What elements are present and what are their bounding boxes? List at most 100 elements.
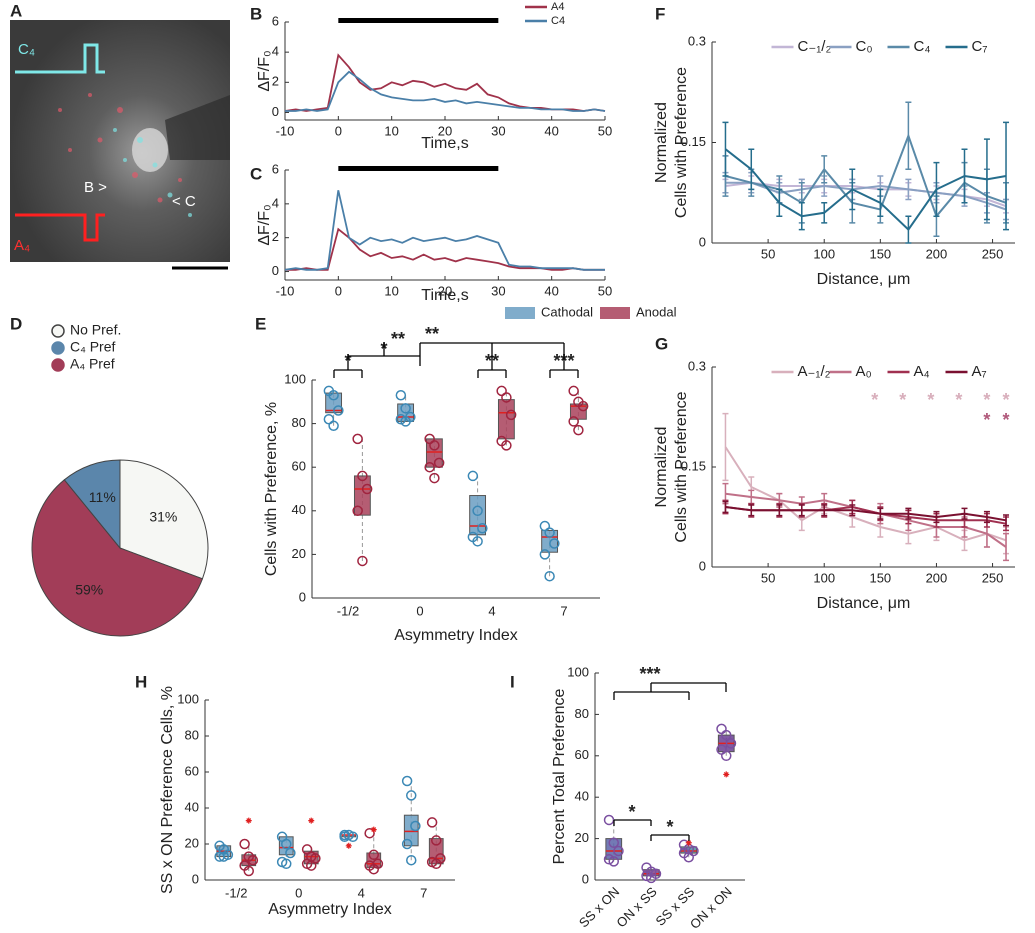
y-axis-label: Cells with Preference xyxy=(673,391,690,542)
panel-label: E xyxy=(255,314,266,333)
legend-swatch xyxy=(505,307,535,319)
y-tick-label: 20 xyxy=(292,546,306,561)
data-point xyxy=(568,385,579,397)
data-point xyxy=(352,433,363,445)
data-point xyxy=(573,424,584,436)
y-tick-label: 4 xyxy=(272,44,279,59)
y-tick-label: 80 xyxy=(185,727,199,742)
legend-label: C₀ xyxy=(856,38,873,55)
error-bar xyxy=(983,510,990,524)
outlier xyxy=(370,826,377,833)
error-bar xyxy=(722,412,729,482)
panel-label: C xyxy=(250,164,262,183)
error-bar xyxy=(722,500,729,514)
panel-label: A xyxy=(10,1,22,20)
data-point xyxy=(429,472,440,484)
y-axis-label: Cells with Preference xyxy=(673,67,690,218)
x-tick-label: ON x SS xyxy=(613,884,660,931)
x-tick-label: 200 xyxy=(926,570,948,585)
y-axis-label: Percent Total Preference xyxy=(551,689,568,865)
error-bar xyxy=(821,202,828,224)
y-axis-label: Normalized xyxy=(653,102,670,183)
series-line xyxy=(724,148,1007,232)
data-point xyxy=(285,847,296,859)
legend-label: C₋₁/₂ xyxy=(798,38,832,55)
annotation: * xyxy=(927,390,934,410)
data-point xyxy=(361,483,373,495)
annotation: * xyxy=(871,390,878,410)
x-tick-label: 10 xyxy=(384,283,398,298)
x-tick-label: 200 xyxy=(926,246,948,261)
x-tick-label: 20 xyxy=(438,283,452,298)
pie-slice xyxy=(31,479,204,637)
data-point xyxy=(364,827,375,839)
error-bar xyxy=(776,188,783,217)
x-tick-label: 0 xyxy=(335,283,342,298)
stimulus-bar xyxy=(338,166,499,171)
data-point xyxy=(608,856,619,867)
data-point xyxy=(472,505,483,517)
annotation: * xyxy=(983,410,990,430)
data-point xyxy=(426,817,438,828)
series-line xyxy=(725,132,1007,219)
pie-slice xyxy=(119,459,209,580)
x-tick-label: 0 xyxy=(295,885,302,900)
y-tick-label: 20 xyxy=(575,830,589,845)
y-tick-label: 60 xyxy=(575,747,589,762)
error-bar xyxy=(776,504,783,517)
cathodal-waveform xyxy=(15,43,105,74)
legend-swatch xyxy=(600,307,630,319)
data-point xyxy=(357,555,368,567)
x-tick-label: SS x ON xyxy=(576,884,622,930)
error-bar xyxy=(748,148,755,191)
legend-label: A₄ Pref xyxy=(70,356,115,372)
data-point xyxy=(501,392,512,403)
panel-label: G xyxy=(655,334,668,353)
legend-label: C₄ Pref xyxy=(70,339,116,355)
error-bar xyxy=(983,138,990,221)
series-line xyxy=(284,190,605,271)
series-line xyxy=(725,506,1007,522)
y-tick-label: 0.15 xyxy=(681,134,706,149)
error-bar xyxy=(748,504,755,517)
data-point xyxy=(568,416,579,427)
x-tick-label: -1/2 xyxy=(225,885,247,900)
error-bar xyxy=(1003,514,1010,527)
data-point xyxy=(328,390,339,401)
y-tick-label: 0.3 xyxy=(688,33,706,48)
y-tick-label: 6 xyxy=(272,13,279,28)
x-tick-label: 50 xyxy=(761,570,775,585)
y-tick-label: 0 xyxy=(699,234,706,249)
error-bar xyxy=(821,155,828,184)
data-point xyxy=(505,409,517,421)
legend-label: Cathodal xyxy=(541,304,593,319)
significance-label: * xyxy=(666,817,673,837)
y-tick-label: 40 xyxy=(575,789,589,804)
y-axis-label: Normalized xyxy=(653,427,670,508)
data-point xyxy=(549,538,560,549)
y-tick-label: 2 xyxy=(272,74,279,89)
legend-label: Anodal xyxy=(636,304,677,319)
data-point xyxy=(716,723,727,735)
data-point xyxy=(333,405,344,416)
outlier xyxy=(723,771,730,778)
data-point xyxy=(501,440,512,451)
pie-label: 11% xyxy=(89,489,116,505)
error-bar xyxy=(905,507,912,520)
x-tick-label: 250 xyxy=(982,570,1004,585)
data-point xyxy=(243,865,254,877)
series-line xyxy=(285,70,606,112)
x-tick-label: 4 xyxy=(488,603,495,618)
series-line xyxy=(724,446,1007,542)
data-point xyxy=(400,403,411,414)
data-point xyxy=(339,831,350,843)
data-point xyxy=(477,522,488,534)
data-point xyxy=(218,851,229,862)
x-axis-label: Time,s xyxy=(421,135,468,152)
error-bar xyxy=(905,101,912,171)
anodal-waveform xyxy=(15,213,105,242)
image-electrode xyxy=(165,95,230,160)
error-bar xyxy=(961,148,968,204)
x-tick-label: -1/2 xyxy=(337,603,359,618)
